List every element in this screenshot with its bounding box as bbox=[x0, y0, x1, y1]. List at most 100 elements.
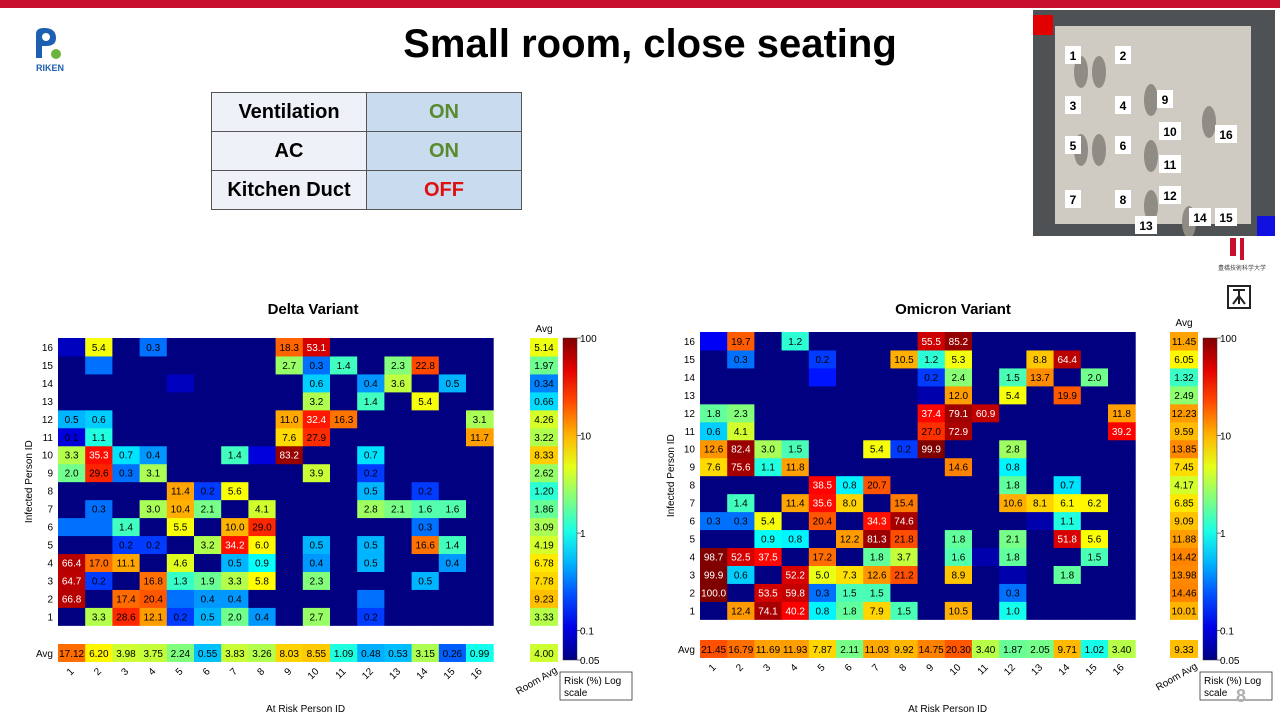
seat-figure bbox=[1092, 134, 1106, 166]
seat-label-box bbox=[1065, 190, 1081, 208]
heatmap-cell bbox=[781, 385, 810, 405]
heatmap-cell bbox=[139, 391, 168, 411]
heatmap-cell bbox=[781, 565, 810, 584]
heatmap-cell bbox=[700, 511, 728, 531]
cell-value-label: 7.3 bbox=[843, 570, 857, 581]
cell-value-label: 74.1 bbox=[758, 606, 778, 617]
cell-value-label: 3.3 bbox=[228, 576, 242, 587]
cell-value-label: 8.9 bbox=[951, 570, 965, 581]
heatmap-cell bbox=[999, 583, 1027, 602]
x-tick-label: 7 bbox=[870, 662, 882, 674]
heatmap-cell bbox=[727, 493, 755, 513]
heatmap-cell bbox=[999, 493, 1027, 513]
heatmap-cell bbox=[166, 499, 195, 519]
cell-value-label: 37.5 bbox=[758, 553, 778, 564]
cell-value-label: 3.0 bbox=[146, 505, 160, 516]
heatmap-cell bbox=[1053, 385, 1082, 405]
heatmap-cell bbox=[221, 535, 249, 555]
row-avg-cell bbox=[1170, 403, 1198, 423]
col-avg-cell bbox=[700, 640, 728, 658]
heatmap-cell bbox=[890, 583, 919, 602]
cell-value-label: 7.9 bbox=[870, 606, 884, 617]
row-avg-label: 9.09 bbox=[1174, 517, 1194, 528]
colorbar-tick-label: 0.1 bbox=[1220, 627, 1234, 638]
heatmap-cell bbox=[58, 445, 86, 465]
heatmap-cell bbox=[302, 481, 331, 501]
col-avg-cell bbox=[357, 644, 385, 662]
cell-value-label: 0.4 bbox=[201, 594, 215, 605]
x-tick-label: 13 bbox=[387, 666, 403, 682]
slide-title: Small room, close seating bbox=[403, 22, 897, 66]
room-avg-axis-label: Room Avg bbox=[514, 665, 559, 698]
cell-value-label: 83.2 bbox=[279, 451, 299, 462]
col-avg-cell bbox=[890, 640, 919, 658]
heatmap-cell bbox=[863, 583, 891, 602]
row-avg-cell bbox=[1170, 385, 1198, 405]
row-avg-cell bbox=[1170, 475, 1198, 495]
heatmap-cell bbox=[700, 547, 728, 566]
heatmap-cell bbox=[466, 589, 494, 608]
seat-label-box bbox=[1065, 96, 1081, 114]
col-avg-cell bbox=[754, 640, 783, 658]
heatmap-cell bbox=[302, 355, 331, 375]
heatmap-cell bbox=[754, 367, 783, 387]
heatmap-cell bbox=[700, 565, 728, 584]
col-avg-cell bbox=[1053, 640, 1082, 658]
heatmap-cell bbox=[863, 367, 891, 387]
col-avg-cell bbox=[302, 644, 331, 662]
x-tick-label: 10 bbox=[306, 666, 322, 682]
cell-value-label: 2.3 bbox=[734, 409, 748, 420]
heatmap-cell bbox=[944, 565, 973, 584]
row-avg-label: 6.85 bbox=[1174, 499, 1194, 510]
cell-value-label: 38.5 bbox=[813, 481, 833, 492]
heatmap-cell bbox=[112, 607, 141, 626]
col-avg-label: 0.26 bbox=[443, 649, 463, 660]
heatmap-cell bbox=[384, 589, 413, 608]
heatmap-cell bbox=[836, 403, 864, 423]
heatmap-cell bbox=[700, 403, 728, 423]
heatmap-cell bbox=[1053, 529, 1082, 549]
heatmap-cell bbox=[139, 373, 168, 393]
cell-value-label: 1.2 bbox=[924, 355, 938, 366]
heatmap-cell bbox=[466, 409, 494, 429]
row-avg-cell bbox=[1170, 421, 1198, 441]
cell-value-label: 85.2 bbox=[949, 337, 969, 348]
heatmap-cell bbox=[411, 355, 440, 375]
heatmap-cell bbox=[781, 547, 810, 566]
cell-value-label: 1.4 bbox=[119, 523, 133, 534]
heatmap-cell bbox=[85, 481, 113, 501]
cell-value-label: 11.8 bbox=[1112, 409, 1131, 420]
cell-value-label: 0.4 bbox=[445, 559, 459, 570]
cell-value-label: 0.3 bbox=[815, 588, 829, 599]
colorbar-tick-label: 0.05 bbox=[580, 656, 600, 667]
row-avg-cell bbox=[530, 427, 558, 447]
cell-value-label: 1.4 bbox=[445, 541, 459, 552]
cell-value-label: 1.1 bbox=[92, 433, 106, 444]
heatmap-cell bbox=[466, 355, 494, 375]
cell-value-label: 64.7 bbox=[62, 576, 82, 587]
row-avg-cell bbox=[1170, 547, 1198, 566]
cell-value-label: 0.2 bbox=[119, 541, 133, 552]
heatmap-cell bbox=[166, 517, 195, 537]
heatmap-cell bbox=[357, 535, 385, 555]
heatmap-cell bbox=[411, 373, 440, 393]
heatmap-cell bbox=[411, 427, 440, 447]
heatmap-cell bbox=[302, 463, 331, 483]
heatmap-cell bbox=[890, 403, 919, 423]
heatmap-cell bbox=[112, 373, 141, 393]
heatmap-cell bbox=[411, 499, 440, 519]
heatmap-cell bbox=[727, 511, 755, 531]
cell-value-label: 59.8 bbox=[785, 588, 805, 599]
heatmap-cell bbox=[248, 391, 277, 411]
col-avg-cell bbox=[836, 640, 864, 658]
cell-value-label: 11.4 bbox=[786, 499, 805, 510]
col-avg-label: 3.26 bbox=[252, 649, 272, 660]
heatmap-cell bbox=[1053, 565, 1082, 584]
heatmap-cell bbox=[357, 571, 385, 590]
heatmap-cell bbox=[836, 332, 864, 351]
seat-label: 7 bbox=[1070, 193, 1077, 207]
col-avg-label: 3.83 bbox=[225, 649, 245, 660]
heatmap-cell bbox=[808, 529, 837, 549]
cell-value-label: 5.3 bbox=[951, 355, 965, 366]
row-avg-cell bbox=[530, 463, 558, 483]
